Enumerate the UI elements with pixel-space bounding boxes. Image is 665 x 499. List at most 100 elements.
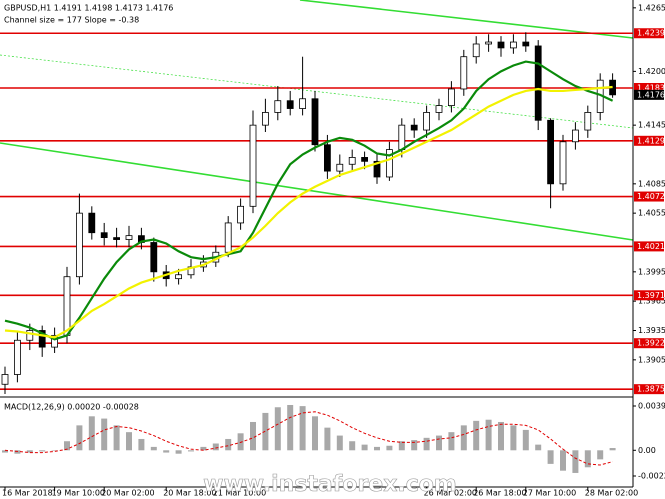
macd-bar [51, 450, 58, 451]
macd-bar [212, 443, 219, 451]
candle-body [113, 237, 120, 240]
macd-bar [349, 441, 356, 451]
candle-body [423, 112, 431, 131]
candle-body [13, 339, 21, 375]
candle-body [249, 124, 257, 207]
macd-bar [188, 450, 194, 452]
macd-bar [473, 420, 480, 451]
y-tick-label: 1.3905 [638, 355, 665, 364]
y-tick-label: 1.3935 [638, 326, 665, 335]
macd-bar [547, 450, 554, 464]
moving-average [4, 60, 614, 341]
level-label: 1.4239 [637, 29, 665, 38]
watermark: www.instaforex.com [203, 472, 457, 497]
macd-bar [138, 438, 145, 451]
macd-bar [560, 450, 566, 471]
macd-bar [237, 433, 244, 451]
level-label: 1.3922 [637, 339, 665, 348]
y-tick-label: 0.00391 [638, 402, 665, 411]
candle-body [125, 235, 133, 240]
candle-body [26, 330, 34, 341]
macd-bar [609, 448, 616, 451]
macd-bar [274, 407, 281, 451]
level-box [634, 384, 664, 395]
candle-body [348, 157, 356, 165]
candle-body [572, 129, 579, 143]
level-box [634, 28, 664, 39]
candle-body [237, 205, 245, 224]
macd-bar [113, 425, 120, 451]
candle-body [547, 119, 554, 185]
candle-body [497, 41, 505, 49]
macd-bar [324, 427, 331, 451]
moving-average [4, 85, 613, 339]
macd-bar [522, 429, 529, 451]
channel-upper [299, 0, 634, 39]
macd-bar [2, 450, 8, 453]
level-label: 1.4072 [637, 192, 665, 201]
level-label: 1.3875 [637, 385, 665, 394]
y-tick-label: 1.4145 [638, 121, 665, 130]
macd-title: MACD(12,26,9) 0.00020 -0.00028 [4, 403, 139, 412]
level-box [634, 191, 664, 202]
macd-bar [126, 432, 132, 451]
macd-bar [510, 425, 517, 451]
macd-bar [88, 416, 95, 451]
y-tick-label: -0.00227 [638, 472, 665, 481]
candle-body [51, 334, 58, 348]
candle-body [274, 100, 282, 113]
macd-bar [163, 450, 170, 453]
macd-bar [250, 421, 256, 451]
x-tick-label: 21 Mar 10:00 [213, 489, 266, 498]
x-tick-label: 19 Mar 10:00 [52, 489, 105, 498]
candle-body [472, 43, 480, 58]
x-tick-label: 27 Mar 10:00 [523, 489, 576, 498]
macd-bar [287, 404, 294, 451]
level-label: 1.4021 [637, 242, 665, 251]
y-tick-label: 1.3965 [638, 297, 665, 306]
candle-body [224, 222, 232, 253]
candle-body [150, 242, 158, 273]
macd-bar [361, 444, 368, 451]
x-tick-label: 28 Mar 02:00 [585, 489, 638, 498]
macd-bar [14, 450, 21, 454]
candle-body [88, 212, 96, 234]
macd-bar [448, 432, 455, 451]
candle-body [509, 41, 517, 49]
macd-bar [572, 450, 579, 473]
level-label: 1.4129 [637, 136, 665, 145]
candle-body [410, 124, 418, 131]
candle-body [522, 41, 530, 47]
y-tick-label: 1.4085 [638, 179, 665, 188]
candle-body [63, 276, 71, 336]
macd-bar [411, 440, 418, 451]
x-tick-label: 20 Mar 18:00 [163, 489, 216, 498]
macd-bar [64, 441, 70, 451]
macd-bar [398, 441, 405, 451]
candle-body [261, 112, 269, 126]
candle-body [175, 274, 183, 280]
macd-bar [460, 425, 467, 451]
candle-body [38, 330, 46, 348]
macd-bar [299, 406, 306, 451]
macd-bar [39, 450, 46, 452]
level-label: 1.4183 [637, 84, 665, 93]
x-tick-label: 16 Mar 2018 [2, 489, 53, 498]
y-tick-label: 1.4265 [638, 3, 665, 12]
candle-body [336, 163, 344, 172]
candle-body [311, 98, 319, 146]
candle-body [100, 232, 108, 238]
channel-lower [0, 142, 634, 241]
macd-bar [175, 450, 182, 454]
candle-body [485, 41, 493, 45]
y-tick-label: 1.4055 [638, 209, 665, 218]
macd-bar [225, 438, 232, 451]
macd-bar [584, 450, 591, 468]
macd-bar [336, 435, 343, 451]
macd-bar [423, 437, 430, 451]
level-box [634, 135, 664, 146]
level-box [634, 241, 664, 252]
macd-bar [312, 416, 318, 451]
candle-body [323, 144, 331, 172]
candle-body [1, 374, 9, 385]
